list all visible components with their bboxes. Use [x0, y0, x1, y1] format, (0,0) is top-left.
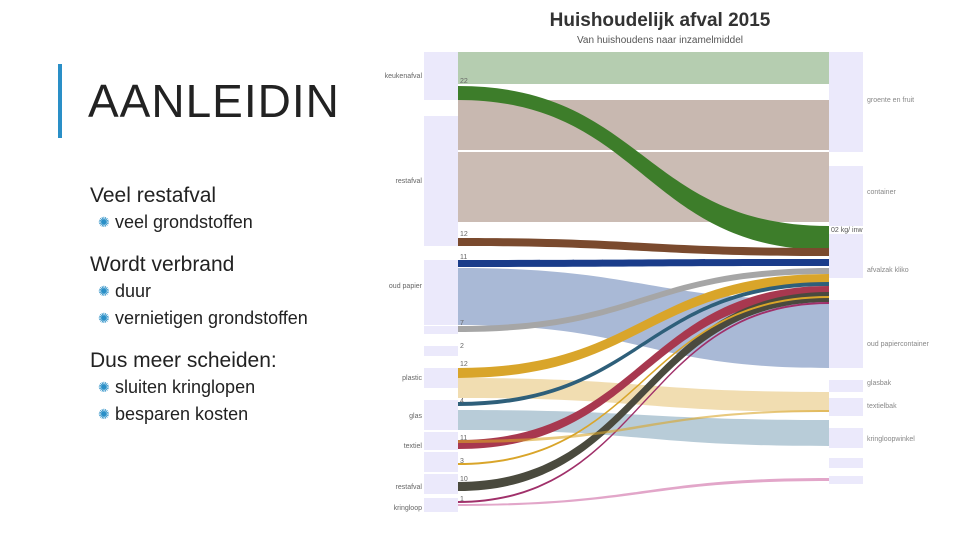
bullet-star-icon: ✺ [98, 310, 110, 326]
source-node [424, 260, 458, 325]
bullet-item: ✺ veel grondstoffen [98, 212, 253, 232]
target-label: textielbak [867, 403, 897, 410]
node-layer [424, 52, 863, 512]
label-layer: keukenafval 22 restafval 12 11 oud papier 7 2 pl… [385, 73, 930, 512]
flow-gray [458, 268, 829, 332]
flow-navy [458, 259, 829, 267]
target-node [829, 234, 863, 278]
flow-gold [458, 274, 829, 378]
target-node [829, 476, 863, 484]
flow-keukenafval [458, 52, 829, 84]
source-node [424, 116, 458, 246]
target-node [829, 380, 863, 392]
source-value: 22 [460, 78, 468, 85]
flow-green [458, 86, 829, 250]
source-node [424, 326, 458, 334]
source-value: 7 [460, 320, 464, 327]
bullet-star-icon: ✺ [98, 214, 110, 230]
bullet-item: ✺ duur [98, 281, 152, 301]
source-value: 4 [460, 398, 464, 405]
section-heading: Veel restafval [90, 184, 217, 207]
target-label: afvalzak kliko [867, 267, 909, 274]
target-node [829, 52, 863, 152]
target-label: glasbak [867, 380, 892, 387]
flow-brown [458, 238, 829, 256]
bullet-star-icon: ✺ [98, 406, 110, 422]
section-heading: Dus meer scheiden: [90, 349, 277, 372]
diagram-title: Huishoudelijk afval 2015 [550, 10, 771, 31]
source-label: plastic [402, 375, 422, 382]
flow-black [458, 292, 829, 491]
target-node [829, 428, 863, 448]
source-node [424, 452, 458, 472]
section-heading: Wordt verbrand [90, 253, 235, 276]
source-label: restafval [396, 178, 423, 185]
source-label: kringloop [394, 505, 423, 512]
flow-oud-papier [458, 268, 829, 368]
source-label: oud papier [389, 283, 423, 290]
flow-thin-gold-2 [458, 410, 829, 443]
target-label: oud papiercontainer [867, 341, 930, 348]
bullet-item: ✺ besparen kosten [98, 404, 249, 424]
source-value: 3 [460, 458, 464, 465]
bullet-star-icon: ✺ [98, 283, 110, 299]
slide-title: AANLEIDIN [88, 75, 340, 127]
flow-restafval-main [458, 152, 829, 222]
flow-glas-light [458, 410, 829, 446]
bullet-item: ✺ sluiten kringlopen [98, 377, 256, 397]
source-node [424, 400, 458, 430]
flow-restafval-container [458, 100, 829, 150]
flow-thin-purple [458, 302, 829, 503]
bullet-item: ✺ vernietigen grondstoffen [98, 308, 308, 328]
source-value: 12 [460, 231, 468, 238]
source-label: glas [409, 413, 422, 420]
title-accent-bar [58, 64, 62, 138]
flow-teal [458, 282, 829, 406]
source-label: keukenafval [385, 73, 423, 80]
target-value: 02 kg/ inw [831, 227, 863, 234]
target-node [829, 398, 863, 416]
target-label: container [867, 189, 896, 196]
source-value: 10 [460, 476, 468, 483]
source-node [424, 498, 458, 512]
flow-pink-kringloop [458, 478, 829, 506]
source-label: textiel [404, 443, 423, 450]
flow-thin-gold [458, 296, 829, 465]
source-value: 1 [460, 496, 464, 503]
source-label: restafval [396, 484, 423, 491]
bullet-list: Veel restafval ✺ veel grondstoffen Wordt … [90, 184, 390, 431]
source-node [424, 474, 458, 494]
source-value: 12 [460, 361, 468, 368]
target-label: kringloopwinkel [867, 436, 915, 443]
source-node [424, 432, 458, 450]
sankey-diagram: Huishoudelijk afval 2015 Van huishoudens… [366, 0, 960, 540]
sankey-svg: Huishoudelijk afval 2015 Van huishoudens… [385, 10, 930, 512]
source-node [424, 346, 458, 356]
source-value: 2 [460, 343, 464, 350]
diagram-subtitle: Van huishoudens naar inzamelmiddel [577, 35, 743, 46]
flow-red [458, 286, 829, 449]
target-node [829, 458, 863, 468]
source-node [424, 368, 458, 388]
flow-layer [458, 52, 829, 506]
target-node [829, 300, 863, 368]
target-label: groente en fruit [867, 97, 914, 104]
bullet-star-icon: ✺ [98, 379, 110, 395]
source-value: 11 [460, 254, 467, 261]
target-node [829, 166, 863, 226]
source-value: 11 [460, 435, 467, 442]
source-node [424, 52, 458, 100]
